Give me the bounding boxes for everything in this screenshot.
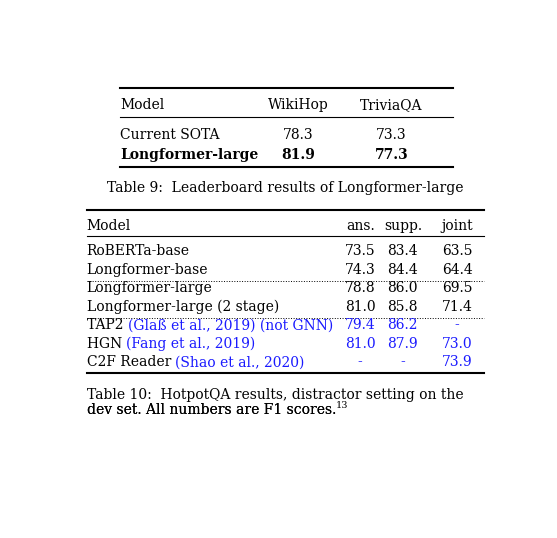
- Text: supp.: supp.: [384, 218, 422, 232]
- Text: -: -: [455, 318, 460, 332]
- Text: 63.5: 63.5: [442, 244, 472, 258]
- Text: 78.3: 78.3: [283, 128, 314, 141]
- Text: 77.3: 77.3: [374, 148, 408, 162]
- Text: 74.3: 74.3: [345, 263, 375, 277]
- Text: Table 10:  HotpotQA results, distractor setting on the: Table 10: HotpotQA results, distractor s…: [87, 388, 463, 402]
- Text: 81.9: 81.9: [281, 148, 315, 162]
- Text: TriviaQA: TriviaQA: [360, 98, 423, 112]
- Text: Longformer-large: Longformer-large: [120, 148, 258, 162]
- Text: 13: 13: [336, 401, 349, 410]
- Text: 79.4: 79.4: [345, 318, 375, 332]
- Text: Model: Model: [120, 98, 164, 112]
- Text: 81.0: 81.0: [345, 337, 375, 351]
- Text: Model: Model: [87, 218, 131, 232]
- Text: (Fang et al., 2019): (Fang et al., 2019): [126, 337, 256, 351]
- Text: (Shao et al., 2020): (Shao et al., 2020): [175, 355, 305, 369]
- Text: 71.4: 71.4: [442, 300, 472, 314]
- Text: 64.4: 64.4: [442, 263, 472, 277]
- Text: 84.4: 84.4: [388, 263, 418, 277]
- Text: 87.9: 87.9: [388, 337, 418, 351]
- Text: 73.0: 73.0: [442, 337, 472, 351]
- Text: 86.2: 86.2: [388, 318, 418, 332]
- Text: ans.: ans.: [346, 218, 375, 232]
- Text: -: -: [400, 355, 405, 369]
- Text: dev set. All numbers are F1 scores.: dev set. All numbers are F1 scores.: [87, 404, 336, 417]
- Text: (Glaß et al., 2019) (not GNN): (Glaß et al., 2019) (not GNN): [128, 318, 333, 332]
- Text: TAP2: TAP2: [87, 318, 128, 332]
- Text: WikiHop: WikiHop: [268, 98, 329, 112]
- Text: 73.5: 73.5: [345, 244, 375, 258]
- Text: Current SOTA: Current SOTA: [120, 128, 219, 141]
- Text: 73.9: 73.9: [442, 355, 472, 369]
- Text: Longformer-base: Longformer-base: [87, 263, 208, 277]
- Text: C2F Reader: C2F Reader: [87, 355, 175, 369]
- Text: 83.4: 83.4: [388, 244, 418, 258]
- Text: Longformer-large (2 stage): Longformer-large (2 stage): [87, 300, 279, 314]
- Text: dev set. All numbers are F1 scores.: dev set. All numbers are F1 scores.: [87, 404, 336, 417]
- Text: 85.8: 85.8: [388, 300, 418, 314]
- Text: 78.8: 78.8: [345, 281, 375, 295]
- Text: 73.3: 73.3: [376, 128, 407, 141]
- Text: Longformer-large: Longformer-large: [87, 281, 212, 295]
- Text: Table 9:  Leaderboard results of Longformer-large: Table 9: Leaderboard results of Longform…: [107, 181, 464, 195]
- Text: 86.0: 86.0: [388, 281, 418, 295]
- Text: HGN: HGN: [87, 337, 126, 351]
- Text: joint: joint: [441, 218, 473, 232]
- Text: -: -: [358, 355, 363, 369]
- Text: 81.0: 81.0: [345, 300, 375, 314]
- Text: 69.5: 69.5: [442, 281, 472, 295]
- Text: RoBERTa-base: RoBERTa-base: [87, 244, 190, 258]
